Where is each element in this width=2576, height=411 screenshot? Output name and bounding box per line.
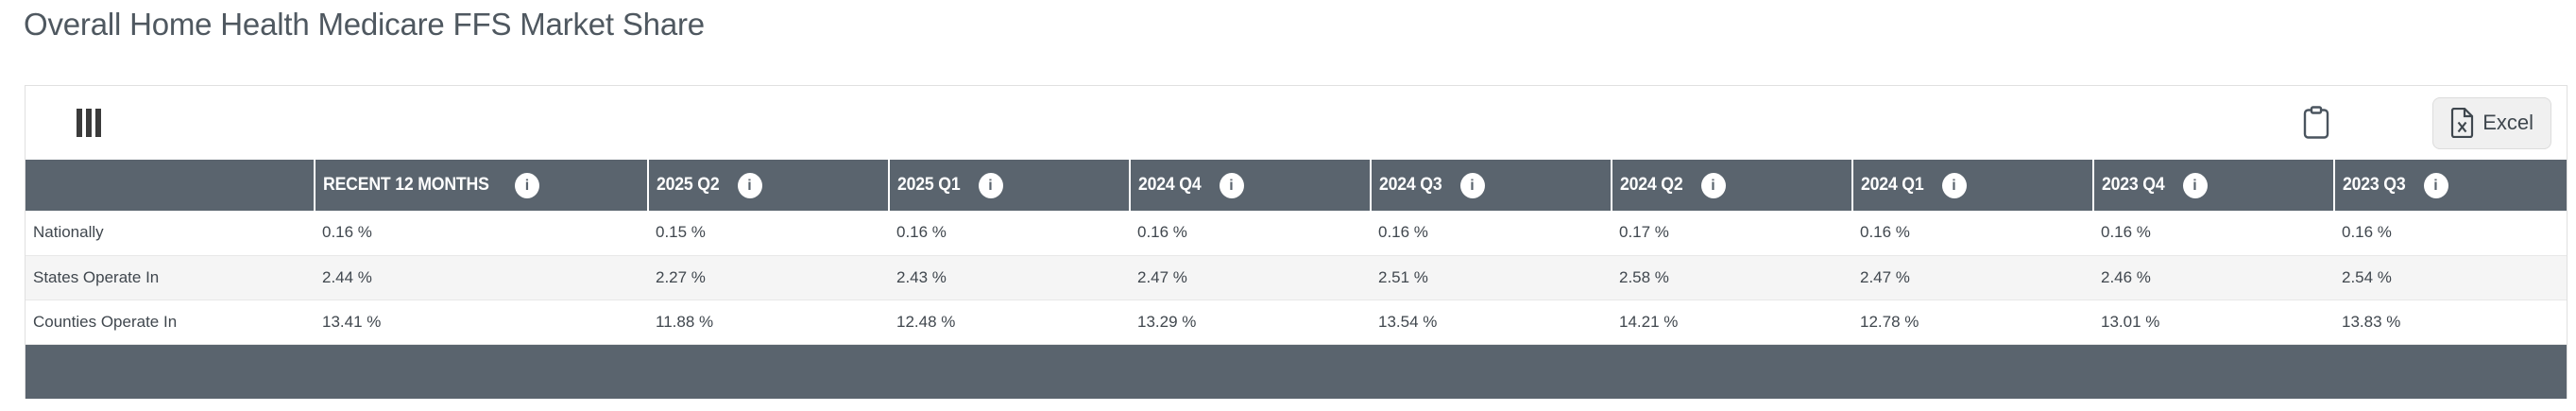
market-share-table: RECENT 12 MONTHS 2025 Q2 2025 Q1 2024 Q4… (26, 160, 2567, 344)
card-toolbar: Excel (26, 86, 2567, 160)
table-footer-bar (26, 344, 2567, 399)
cell-value: 2.44 % (315, 254, 648, 300)
row-label: Counties Operate In (26, 299, 315, 344)
column-header-label: 2023 Q4 (2102, 175, 2165, 195)
column-header-label: 2025 Q2 (657, 175, 720, 195)
table-row-nationally: Nationally 0.16 % 0.15 % 0.16 % 0.16 % 0… (26, 211, 2567, 255)
row-label: Nationally (33, 223, 104, 242)
column-header-2023-q3: 2023 Q3 (2333, 160, 2567, 211)
cell-value: 2.46 % (2093, 254, 2334, 300)
row-label: States Operate In (26, 254, 315, 300)
info-icon[interactable] (1459, 172, 1485, 198)
cell-value: 0.16 % (2101, 223, 2151, 242)
column-header-recent-12-months: RECENT 12 MONTHS (314, 160, 648, 211)
column-header-2023-q4: 2023 Q4 (2092, 160, 2334, 211)
clipboard-icon[interactable] (2300, 105, 2332, 141)
cell-value: 2.54 % (2334, 254, 2567, 300)
info-icon[interactable] (514, 172, 539, 198)
info-icon[interactable] (2182, 172, 2208, 198)
cell-value: 11.88 % (648, 299, 889, 344)
cell-value: 0.16 % (1860, 223, 1910, 242)
cell-value: 2.47 % (1130, 254, 1371, 300)
info-icon[interactable] (1941, 172, 1967, 198)
cell-value: 12.48 % (889, 299, 1130, 344)
cell-value: 0.16 % (322, 223, 372, 242)
info-icon[interactable] (978, 172, 1003, 198)
table-row-states-operate-in: States Operate In 2.44 % 2.27 % 2.43 % 2… (26, 254, 2567, 300)
columns-icon-bar (77, 109, 82, 137)
cell-value: 2.47 % (1852, 254, 2093, 300)
cell-value: 0.15 % (656, 223, 706, 242)
market-share-card: Excel RECENT 12 MONTHS 2025 Q2 2025 Q1 2… (25, 85, 2567, 399)
column-header-2024-q3: 2024 Q3 (1370, 160, 1612, 211)
excel-button-label: Excel (2482, 111, 2533, 134)
column-header-label: 2023 Q3 (2343, 175, 2406, 195)
info-icon[interactable] (737, 172, 762, 198)
page-title: Overall Home Health Medicare FFS Market … (24, 7, 705, 42)
cell-value: 13.83 % (2334, 299, 2567, 344)
column-header-2024-q1: 2024 Q1 (1851, 160, 2093, 211)
cell-value: 2.58 % (1612, 254, 1852, 300)
cell-value: 0.16 % (1378, 223, 1428, 242)
cell-value: 13.41 % (315, 299, 648, 344)
table-row-counties-operate-in: Counties Operate In 13.41 % 11.88 % 12.4… (26, 299, 2567, 344)
column-header-2024-q4: 2024 Q4 (1129, 160, 1371, 211)
info-icon[interactable] (2423, 172, 2448, 198)
column-header-label: 2024 Q4 (1138, 175, 1202, 195)
cell-value: 13.29 % (1130, 299, 1371, 344)
cell-value: 0.16 % (1137, 223, 1187, 242)
column-header-label: 2024 Q2 (1620, 175, 1683, 195)
info-icon[interactable] (1219, 172, 1244, 198)
cell-value: 0.16 % (2342, 223, 2392, 242)
column-header-2025-q2: 2025 Q2 (647, 160, 889, 211)
excel-export-button[interactable]: Excel (2432, 96, 2551, 149)
cell-value: 2.51 % (1371, 254, 1612, 300)
column-header-label: 2024 Q1 (1861, 175, 1924, 195)
corner-header-cell (26, 160, 315, 211)
columns-icon-bar (86, 109, 92, 137)
columns-icon-bar (95, 109, 101, 137)
toolbar-right: Excel (2300, 96, 2567, 149)
column-header-label: 2024 Q3 (1379, 175, 1442, 195)
column-header-label: 2025 Q1 (897, 175, 961, 195)
column-header-label: RECENT 12 MONTHS (323, 175, 489, 195)
cell-value: 13.01 % (2093, 299, 2334, 344)
info-icon[interactable] (1700, 172, 1726, 198)
cell-value: 2.27 % (648, 254, 889, 300)
columns-icon[interactable] (77, 109, 101, 137)
header-row: RECENT 12 MONTHS 2025 Q2 2025 Q1 2024 Q4… (26, 160, 2567, 211)
cell-value: 0.16 % (896, 223, 947, 242)
cell-value: 13.54 % (1371, 299, 1612, 344)
cell-value: 2.43 % (889, 254, 1130, 300)
column-header-2025-q1: 2025 Q1 (888, 160, 1130, 211)
cell-value: 0.17 % (1619, 223, 1669, 242)
column-header-2024-q2: 2024 Q2 (1611, 160, 1852, 211)
excel-file-x-icon (2450, 108, 2474, 138)
cell-value: 12.78 % (1852, 299, 2093, 344)
cell-value: 14.21 % (1612, 299, 1852, 344)
